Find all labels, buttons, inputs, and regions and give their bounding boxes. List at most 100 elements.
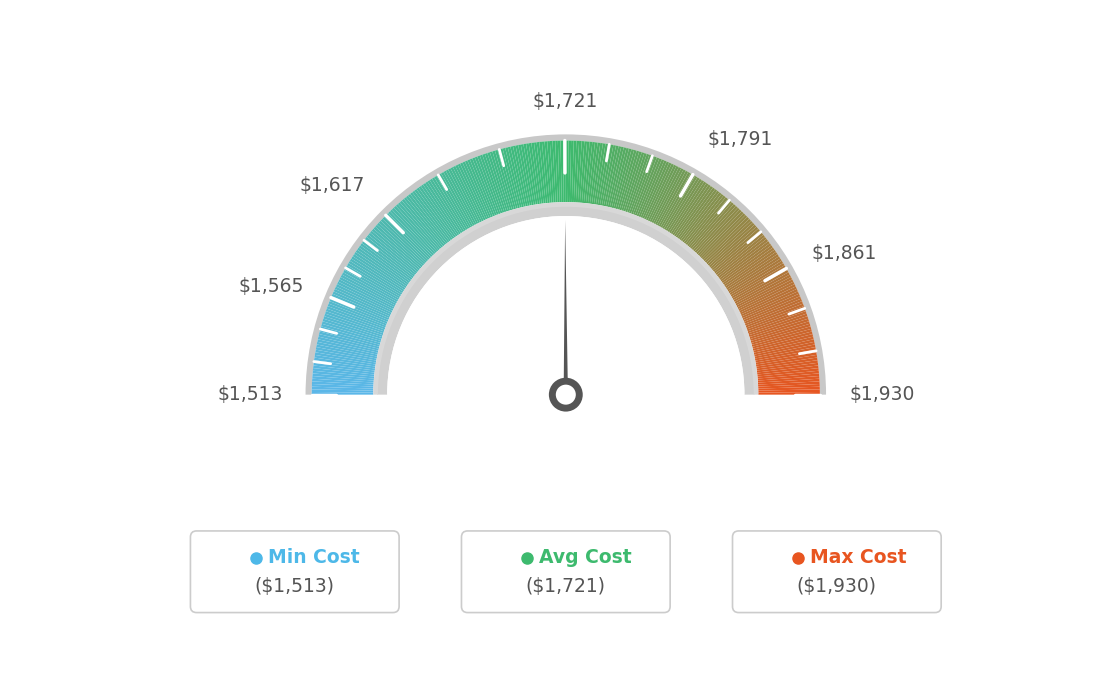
Text: $1,721: $1,721 [532,92,597,111]
Wedge shape [410,193,449,243]
Wedge shape [629,155,651,213]
Wedge shape [715,235,765,275]
Wedge shape [758,392,820,395]
Wedge shape [577,141,584,203]
Wedge shape [756,355,817,366]
Wedge shape [584,141,593,203]
Wedge shape [679,189,718,240]
Wedge shape [311,389,373,393]
Wedge shape [392,208,435,255]
Wedge shape [326,308,384,331]
Wedge shape [322,319,382,339]
Wedge shape [429,179,465,232]
Wedge shape [561,141,564,202]
Wedge shape [563,141,566,202]
Wedge shape [311,392,373,395]
Wedge shape [624,152,645,212]
Text: $1,617: $1,617 [299,176,365,195]
Wedge shape [416,188,454,239]
Wedge shape [314,363,375,373]
Wedge shape [659,172,690,227]
Wedge shape [534,142,543,204]
Wedge shape [342,273,397,304]
Wedge shape [676,186,713,238]
Wedge shape [531,143,542,204]
Bar [306,395,826,614]
Wedge shape [529,143,540,204]
Wedge shape [753,334,814,351]
Wedge shape [390,210,434,256]
Wedge shape [386,213,432,259]
Wedge shape [448,168,478,224]
Wedge shape [643,161,669,219]
Wedge shape [327,306,385,329]
Wedge shape [311,386,373,391]
Wedge shape [716,237,766,277]
Wedge shape [731,263,785,297]
Wedge shape [425,181,461,235]
Wedge shape [698,210,742,256]
Wedge shape [752,331,813,348]
Wedge shape [312,368,374,377]
Wedge shape [678,188,715,239]
Wedge shape [423,183,459,235]
Wedge shape [660,173,693,228]
Wedge shape [467,159,493,217]
Wedge shape [604,146,618,206]
Wedge shape [756,357,818,368]
Wedge shape [349,261,402,295]
Wedge shape [502,148,520,208]
Text: ($1,513): ($1,513) [255,578,335,596]
Wedge shape [477,155,500,214]
Wedge shape [758,379,819,384]
Wedge shape [500,148,518,208]
Wedge shape [319,331,380,348]
Wedge shape [317,339,378,355]
Wedge shape [521,144,533,205]
Wedge shape [670,181,707,235]
Wedge shape [594,144,606,204]
Wedge shape [354,252,406,288]
Wedge shape [311,384,373,388]
Wedge shape [651,167,681,223]
Wedge shape [381,219,427,263]
Wedge shape [360,243,412,282]
FancyBboxPatch shape [461,531,670,613]
Wedge shape [640,160,667,218]
Wedge shape [544,141,552,203]
Wedge shape [372,228,421,270]
Wedge shape [625,153,647,213]
Wedge shape [490,151,510,211]
Wedge shape [694,206,737,253]
Wedge shape [363,239,414,278]
Wedge shape [739,284,796,313]
Wedge shape [400,201,442,249]
Wedge shape [343,270,399,302]
Wedge shape [672,183,709,235]
Wedge shape [733,268,787,300]
Wedge shape [646,164,673,221]
Wedge shape [728,256,781,291]
Wedge shape [687,197,728,246]
Wedge shape [758,382,819,386]
Wedge shape [746,306,805,329]
Wedge shape [757,368,819,377]
Wedge shape [648,165,677,221]
Wedge shape [427,180,463,233]
Text: Avg Cost: Avg Cost [539,549,631,567]
Wedge shape [720,243,772,282]
Wedge shape [596,144,608,205]
Wedge shape [751,326,811,345]
Wedge shape [699,211,744,257]
Wedge shape [542,141,550,203]
Wedge shape [321,324,381,343]
Wedge shape [586,142,595,204]
Wedge shape [619,150,639,210]
Text: $1,861: $1,861 [811,244,877,264]
Wedge shape [725,252,777,288]
Wedge shape [332,291,390,318]
Wedge shape [453,166,482,222]
Wedge shape [446,170,477,225]
Wedge shape [362,241,413,280]
Wedge shape [590,143,601,204]
